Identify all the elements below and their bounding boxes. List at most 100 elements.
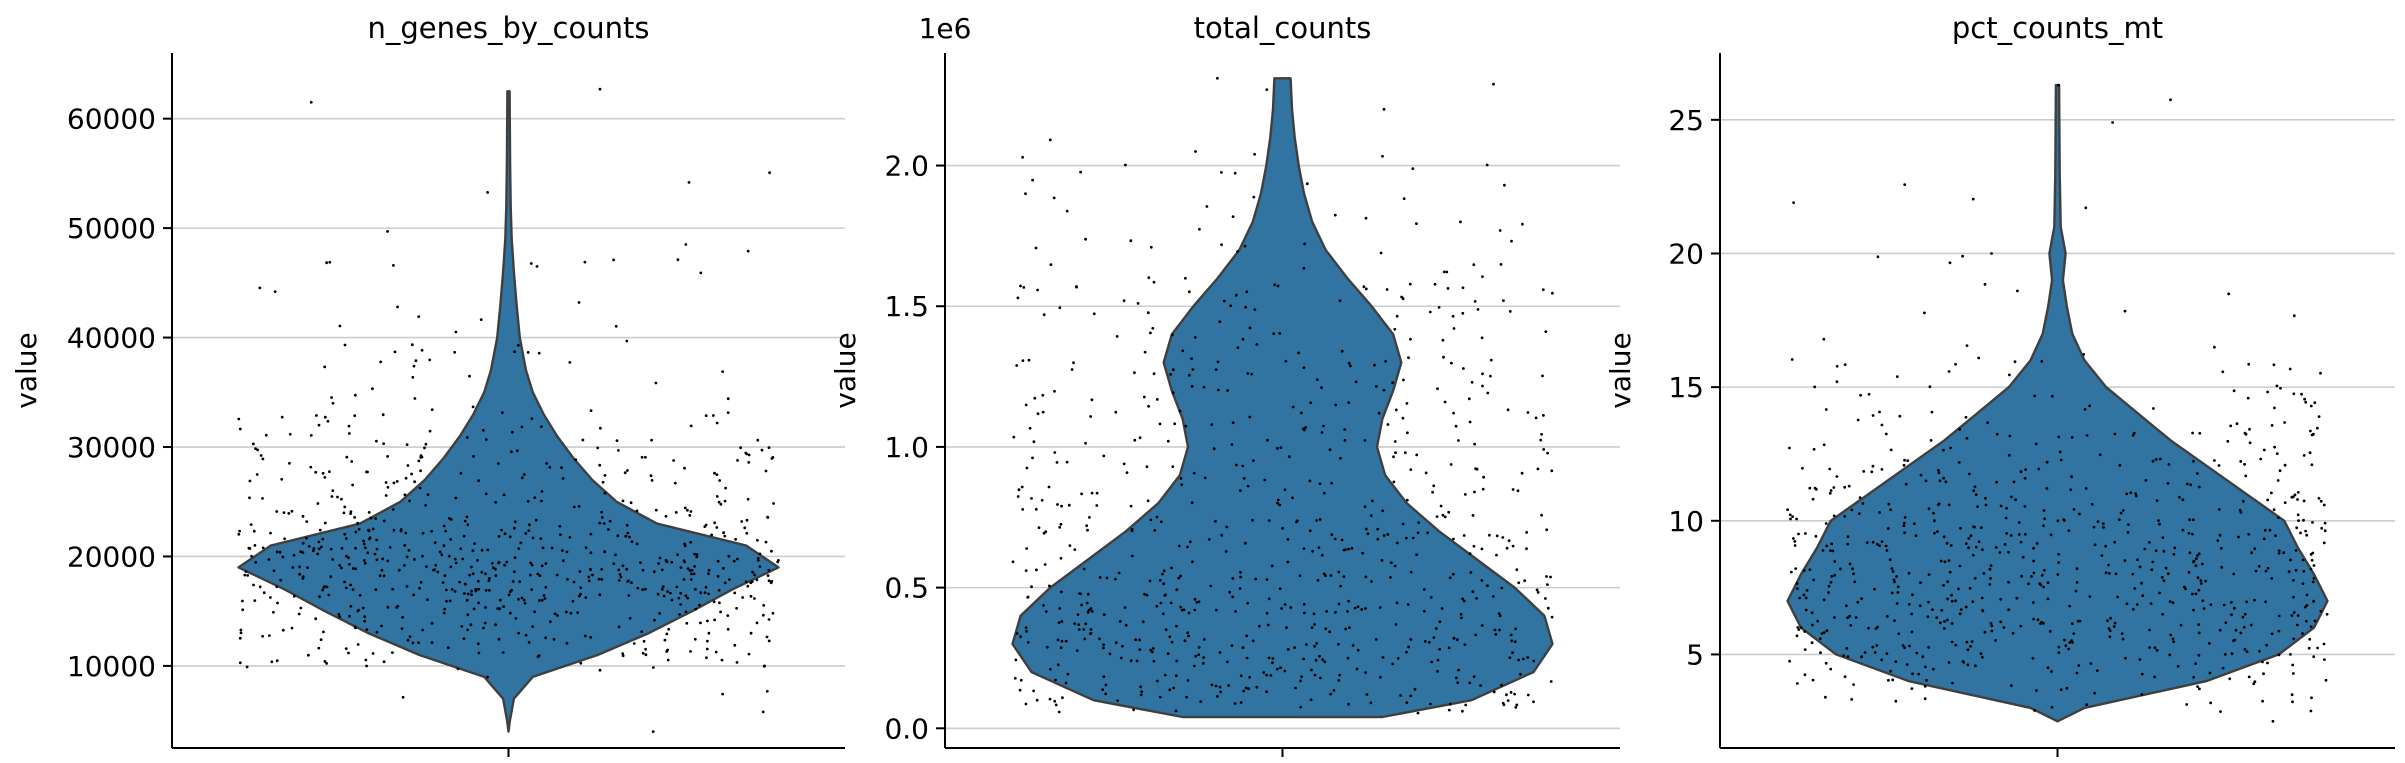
data-point [1541,288,1545,291]
data-point [531,536,535,540]
data-point [1188,540,1192,544]
data-point [1393,327,1397,331]
data-point [540,490,544,493]
data-point [1278,503,1282,507]
data-point [1549,680,1553,683]
data-point [2323,521,2327,525]
data-point [252,529,256,533]
data-point [576,611,579,614]
data-point [688,514,692,517]
data-point [1149,648,1153,652]
data-point [2237,535,2240,539]
data-point [1330,533,1334,537]
data-point [1297,351,1300,355]
data-point [2096,669,2099,672]
data-point [2259,457,2263,461]
data-point [2019,624,2023,628]
data-point [1858,496,1862,499]
data-point [1245,634,1249,638]
data-point [1286,648,1290,651]
data-point [2068,641,2072,644]
data-point [1158,695,1162,699]
data-point [1795,517,1798,521]
data-point [1942,584,1945,587]
data-point [1903,646,1906,650]
data-point [1118,620,1122,623]
data-point [1302,266,1306,270]
data-point [1236,250,1239,253]
data-point [272,569,276,573]
data-point [500,528,503,532]
data-point [1321,658,1325,662]
data-point [1802,593,1806,597]
data-point [348,432,351,435]
data-point [1332,689,1336,692]
data-point [1805,589,1809,592]
data-point [1170,566,1173,570]
data-point [449,518,453,521]
data-point [1923,684,1927,688]
data-point [2045,487,2049,490]
data-point [1276,498,1280,502]
data-point [1265,578,1269,581]
data-point [2033,709,2036,712]
data-point [1198,227,1201,231]
data-point [537,351,541,355]
data-point [654,508,658,512]
data-point [311,549,315,553]
data-point [2221,370,2225,374]
data-point [615,439,619,442]
data-point [1186,679,1190,682]
data-point [600,578,604,581]
data-point [1894,699,1898,703]
data-point [1138,638,1141,642]
data-point [1185,695,1188,699]
y-tick-label: 15 [1668,371,1704,404]
data-point [1786,508,1789,511]
data-point [1937,468,1940,472]
data-point [2109,616,2113,620]
data-point [520,596,524,600]
data-point [1088,516,1091,519]
data-point [241,608,245,612]
data-point [1894,660,1898,663]
data-point [258,585,262,589]
data-point [699,591,703,595]
y-tick-label: 0.5 [884,572,929,605]
data-point [1873,651,1877,654]
data-point [2104,544,2108,548]
data-point [338,564,342,567]
data-point [2151,459,2155,463]
data-point [1822,631,1826,634]
data-point [758,552,762,556]
data-point [2113,621,2117,625]
data-point [2270,632,2274,636]
data-point [1102,646,1105,650]
data-point [1876,625,1879,629]
data-point [2031,656,2035,660]
data-point [386,485,390,489]
data-point [2100,554,2104,557]
data-point [288,432,292,436]
data-point [443,607,446,611]
data-point [1193,597,1197,601]
data-point [662,594,666,598]
data-point [1022,286,1026,289]
data-point [1906,459,1910,462]
data-point [1965,344,1969,347]
data-point [632,642,636,645]
data-point [2296,614,2300,617]
data-point [1982,572,1986,575]
data-point [319,638,323,642]
data-point [323,660,327,663]
data-point [430,621,434,625]
data-point [1988,583,1992,586]
data-point [391,508,395,511]
data-point [287,512,291,515]
data-point [1339,456,1342,460]
data-point [710,533,713,537]
data-point [669,591,672,595]
data-point [584,546,588,550]
data-point [1797,532,1800,536]
data-point [612,258,615,262]
